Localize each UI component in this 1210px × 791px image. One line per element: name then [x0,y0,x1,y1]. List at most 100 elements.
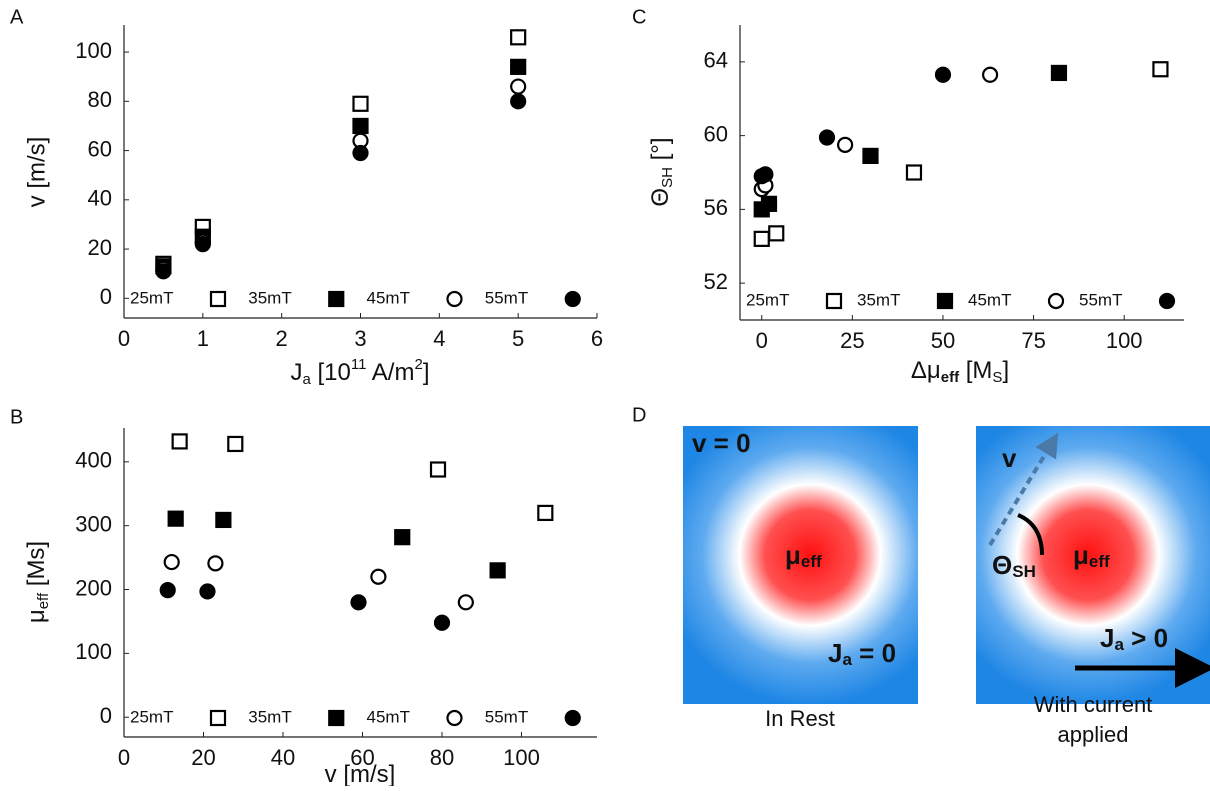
y-tick-label: 0 [100,703,112,728]
point [194,236,211,253]
y-tick-label: 100 [75,639,112,664]
point [1152,61,1169,78]
x-tick-label: 1 [197,326,209,351]
y-tick-label: 80 [88,87,112,112]
legend-swatch [209,290,227,308]
caption: In Rest [765,706,835,731]
y-axis-label: μeff [Ms] [23,541,52,623]
point [905,164,923,181]
x-tick-label: 4 [433,326,445,351]
point [818,129,836,146]
x-tick-label: 25 [840,328,864,353]
point [862,147,879,165]
legend-label: 55mT [485,288,528,307]
point [510,58,527,75]
center-label: μeff [1073,540,1110,572]
legend-label: 35mT [248,288,291,307]
legend-label: 25mT [130,707,173,726]
y-tick-label: 56 [704,195,728,220]
point [167,510,184,527]
panel-label: C [632,6,646,28]
current-label: Ja > 0 [1100,623,1168,655]
x-tick-label: 100 [503,745,540,770]
speed-label: v [1002,443,1017,473]
x-axis-label: Ja [1011 A/m2] [291,356,430,388]
y-tick-label: 52 [704,269,728,294]
x-tick-label: 50 [931,328,955,353]
legend-swatch [328,290,345,308]
x-tick-label: 20 [191,745,215,770]
y-tick-label: 20 [88,235,112,260]
legend-label: 35mT [857,290,900,309]
velocity-arrow [988,432,1059,547]
legend-label: 55mT [485,707,528,726]
legend-label: 55mT [1079,290,1122,309]
legend-swatch [1047,292,1065,310]
legend-label: 35mT [248,707,291,726]
point [457,594,474,611]
legend-swatch [1158,292,1176,310]
y-tick-label: 60 [88,136,112,161]
point [934,66,952,83]
x-tick-label: 60 [350,745,374,770]
legend-swatch [825,292,843,310]
x-tick-label: 100 [1106,328,1143,353]
panel-label: A [10,6,24,28]
x-axis-label: Δμeff [MS] [911,357,1009,386]
angle-arc [1017,513,1044,556]
x-tick-label: 3 [354,326,366,351]
y-tick-label: 100 [75,38,112,63]
point [510,78,527,95]
legend-label: 45mT [968,290,1011,309]
point [753,230,770,247]
point [215,511,232,529]
point [510,29,527,46]
legend-swatch [446,709,463,727]
point [227,435,244,453]
y-axis-label: v [m/s] [23,137,50,208]
skyrmion-current [976,426,1210,704]
point [981,66,999,83]
point [163,553,180,571]
y-axis-label: ΘSH [°] [647,137,676,206]
x-tick-label: 0 [118,745,130,770]
x-tick-label: 40 [271,745,295,770]
point [159,582,176,599]
x-tick-label: 80 [430,745,454,770]
speed-label: v = 0 [692,428,751,458]
point [768,225,785,242]
x-tick-label: 5 [512,326,524,351]
center-label: μeff [785,540,822,572]
y-tick-label: 400 [75,448,112,473]
legend-swatch [564,290,581,308]
point [837,136,854,153]
x-tick-label: 2 [276,326,288,351]
x-tick-label: 0 [756,328,768,353]
point [510,93,527,110]
point [207,555,224,572]
skyrmion-rest [683,426,918,704]
point [155,263,172,280]
legend-label: 45mT [367,707,410,726]
legend-swatch [936,292,954,310]
point [537,504,554,522]
point [433,614,451,631]
legend-label: 45mT [367,288,410,307]
legend-label: 25mT [130,288,173,307]
y-tick-label: 300 [75,511,112,536]
point [352,117,369,135]
point [429,461,447,478]
caption: applied [1058,722,1129,747]
legend-swatch [209,709,227,727]
point [489,562,506,579]
point [760,195,778,212]
x-tick-label: 6 [591,326,603,351]
legend-swatch [564,709,581,727]
panel-label: B [10,406,23,428]
point [352,95,369,112]
y-tick-label: 64 [704,48,728,73]
legend-swatch [446,290,463,308]
x-axis-label: v [m/s] [325,761,396,786]
point [757,166,774,183]
